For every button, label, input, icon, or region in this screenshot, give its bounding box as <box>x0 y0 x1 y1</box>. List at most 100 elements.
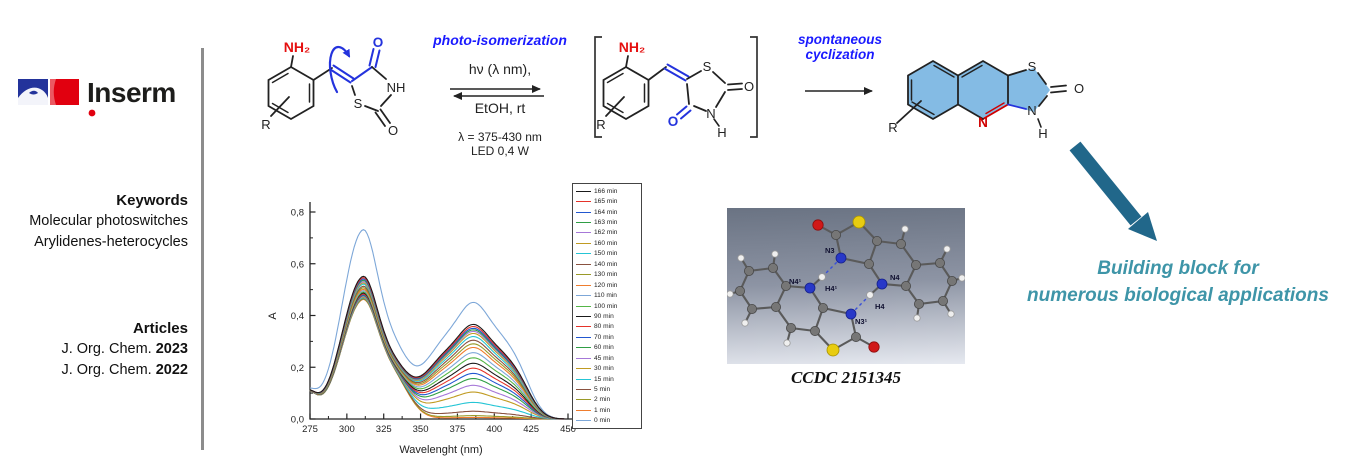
legend-item: 70 min <box>576 332 641 342</box>
legend-item: 30 min <box>576 363 641 373</box>
tick-label: 400 <box>486 424 502 435</box>
reactant-o-bottom-label: O <box>388 123 398 138</box>
n3i-label: N3¹ <box>855 317 868 326</box>
intermediate-structure: NH₂ R S N H O O <box>596 39 754 140</box>
legend-label: 163 min <box>594 219 618 227</box>
legend-label: 160 min <box>594 239 618 247</box>
reactant-structure: NH₂ R O NH O S <box>261 35 405 138</box>
spectrum-curve <box>309 285 565 420</box>
reactant-s-label: S <box>354 96 363 111</box>
crystal-bonds <box>729 220 963 352</box>
legend-item: 1 min <box>576 405 641 415</box>
legend-label: 110 min <box>594 292 617 300</box>
n3-label: N3 <box>825 246 835 255</box>
article-journal: J. Org. Chem. <box>61 362 156 378</box>
intermediate-nh2-label: NH₂ <box>619 39 645 55</box>
legend-line-swatch <box>576 378 591 380</box>
tick-label: 325 <box>376 424 392 435</box>
article-year: 2023 <box>155 341 188 357</box>
tick-label: 450 <box>560 424 576 435</box>
legend-line-swatch <box>576 389 591 391</box>
spectrum-curve <box>309 228 565 420</box>
crystal-ball-and-stick: N3 N4 H4 H4¹ N4¹ N3¹ <box>726 215 966 357</box>
legend-label: 165 min <box>594 198 618 206</box>
article-journal: J. Org. Chem. <box>61 341 156 357</box>
legend-item: 162 min <box>576 228 641 238</box>
legend-line-swatch <box>576 242 591 244</box>
tick-label: 275 <box>302 424 318 435</box>
legend-label: 80 min <box>594 323 614 331</box>
articles-block: Articles J. Org. Chem. 2023 J. Org. Chem… <box>0 318 188 381</box>
inserm-logo-graphic <box>18 79 96 117</box>
intermediate-r-label: R <box>596 117 605 132</box>
legend-item: 5 min <box>576 384 641 394</box>
h4-label: H4 <box>875 302 885 311</box>
vertical-divider <box>201 48 204 450</box>
product-n-ring-label: N <box>978 115 988 130</box>
tick-label: 375 <box>449 424 465 435</box>
hv-conditions: hν (λ nm), <box>468 61 532 77</box>
legend-label: 5 min <box>594 386 611 394</box>
wavelength-note: λ = 375-430 nm <box>458 130 542 144</box>
intermediate-o-right-label: O <box>744 79 754 94</box>
chart-curves <box>309 228 565 420</box>
legend-label: 120 min <box>594 281 618 289</box>
reactant-r-label: R <box>261 117 270 132</box>
keyword-item: Molecular photoswitches <box>29 213 188 229</box>
legend-line-swatch <box>576 368 591 370</box>
legend-line-swatch <box>576 284 591 286</box>
intermediate-o-left-label: O <box>668 114 679 129</box>
legend-line-swatch <box>576 420 591 422</box>
product-s-label: S <box>1028 59 1037 74</box>
intermediate-brackets <box>594 36 758 138</box>
equilibrium-arrows <box>450 85 544 100</box>
conclusion-line2: numerous biological applications <box>1027 285 1329 306</box>
article-item: J. Org. Chem. 2022 <box>0 360 188 381</box>
article-year: 2022 <box>155 362 188 378</box>
legend-label: 45 min <box>594 354 614 362</box>
product-structure: R S N N H O <box>888 59 1084 141</box>
carbon-atoms <box>734 229 957 343</box>
legend-line-swatch <box>576 409 591 411</box>
legend-item: 130 min <box>576 270 641 280</box>
conclusion-arrow <box>1069 141 1157 241</box>
legend-item: 100 min <box>576 301 641 311</box>
crystal-structure-image: N3 N4 H4 H4¹ N4¹ N3¹ <box>726 208 966 364</box>
product-o-label: O <box>1074 81 1084 96</box>
legend-line-swatch <box>576 305 591 307</box>
keyword-item: Arylidenes-heterocycles <box>34 234 188 250</box>
legend-label: 164 min <box>594 208 618 216</box>
intermediate-h-label: H <box>717 125 726 140</box>
spectrum-curve <box>309 275 565 420</box>
legend-item: 45 min <box>576 353 641 363</box>
logo-red-dot <box>88 109 96 117</box>
tick-label: 300 <box>339 424 355 435</box>
legend-item: 15 min <box>576 374 641 384</box>
legend-label: 15 min <box>594 375 614 383</box>
legend-label: 90 min <box>594 312 614 320</box>
legend-label: 100 min <box>594 302 618 310</box>
legend-line-swatch <box>576 222 591 224</box>
legend-label: 140 min <box>594 260 618 268</box>
inserm-logo: Inserm <box>15 74 195 119</box>
legend-line-swatch <box>576 190 591 192</box>
legend-line-swatch <box>576 263 591 265</box>
legend-label: 130 min <box>594 271 618 279</box>
legend-item: 80 min <box>576 322 641 332</box>
spontaneous-cyclization-label: spontaneous cyclization <box>775 32 905 62</box>
legend-label: 150 min <box>594 250 618 258</box>
product-n-amide-label: N <box>1027 103 1036 118</box>
spectrum-curve <box>309 283 565 420</box>
legend-item: 60 min <box>576 343 641 353</box>
reactant-nh-label: NH <box>387 80 406 95</box>
n4i-label: N4¹ <box>789 277 802 286</box>
tick-label: 0,8 <box>291 208 304 219</box>
articles-heading: Articles <box>132 320 188 337</box>
legend-item: 140 min <box>576 259 641 269</box>
chart-ticks: 275 300 325 350 375 400 425 450 0,0 0,2 0,4 0,6 0,8 <box>291 208 576 436</box>
n4-label: N4 <box>890 273 900 282</box>
legend-line-swatch <box>576 274 591 276</box>
legend-item: 164 min <box>576 207 641 217</box>
